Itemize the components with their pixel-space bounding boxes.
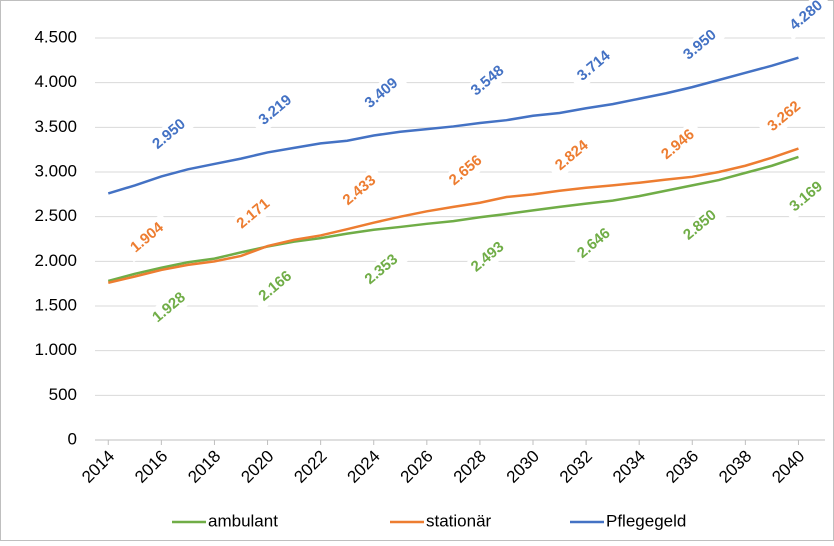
y-tick-label: 2.500 (34, 206, 77, 225)
value-label-bg (651, 120, 705, 170)
value-label-bg (439, 146, 493, 196)
value-label-group: 2.433 (333, 166, 387, 216)
legend-label: ambulant (208, 511, 278, 530)
value-label-bg (249, 86, 302, 135)
series-line (107, 56, 799, 195)
y-tick-label: 1.000 (34, 340, 77, 359)
value-label-bg (143, 110, 196, 159)
y-tick-label: 1.500 (34, 295, 77, 314)
value-label-bg (227, 189, 280, 239)
value-label-bg (758, 92, 811, 141)
y-tick-label: 2.000 (34, 251, 77, 270)
y-tick-label: 0 (68, 429, 77, 448)
value-label-bg (673, 201, 727, 250)
value-label-bg (780, 0, 833, 41)
value-label-bg (333, 166, 387, 216)
y-tick-label: 4.000 (34, 72, 77, 91)
legend-label: stationär (426, 511, 492, 530)
value-label-bg (355, 245, 409, 295)
value-label-bg (780, 172, 833, 222)
value-label-bg (355, 69, 409, 118)
value-label-bg (249, 262, 302, 311)
value-label-bg (461, 232, 515, 282)
value-label-bg (143, 283, 196, 333)
value-label-bg (567, 219, 621, 268)
value-label-bg (545, 131, 599, 181)
y-tick-label: 500 (49, 385, 77, 404)
series-line (107, 155, 799, 283)
y-tick-label: 4.500 (34, 27, 77, 46)
value-label-bg (461, 56, 515, 106)
legend-label: Pflegegeld (606, 511, 686, 530)
value-label-group: 3.219 (249, 86, 302, 135)
series-line (107, 147, 799, 284)
value-label-bg (567, 41, 621, 91)
y-tick-label: 3.000 (34, 161, 77, 180)
value-label-bg (121, 213, 174, 263)
y-tick-label: 3.500 (34, 117, 77, 136)
value-label-bg (673, 20, 727, 70)
